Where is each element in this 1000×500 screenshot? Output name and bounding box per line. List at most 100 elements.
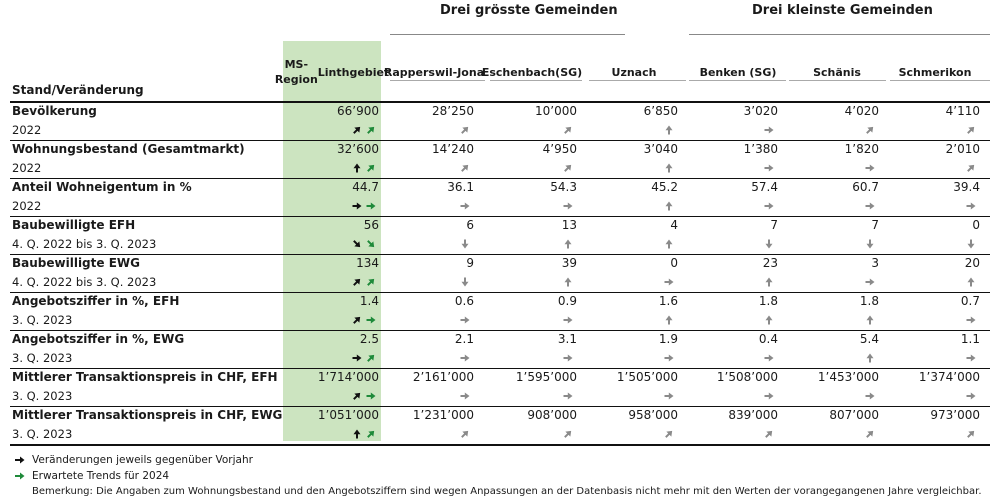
cell-arrow bbox=[965, 276, 977, 290]
cell-value: 908’000 bbox=[527, 408, 577, 422]
change-arrow-icon bbox=[866, 353, 874, 363]
row-rule bbox=[10, 368, 990, 369]
cell-value: 1’595’000 bbox=[515, 370, 577, 384]
region-trend-arrows bbox=[351, 428, 377, 442]
change-arrow-icon bbox=[967, 430, 975, 438]
change-arrow-icon bbox=[665, 201, 673, 211]
cell-arrow bbox=[965, 200, 977, 214]
row-period: 3. Q. 2023 bbox=[12, 313, 73, 327]
cell-value: 57.4 bbox=[751, 180, 778, 194]
cell-value: 973’000 bbox=[930, 408, 980, 422]
cell-arrow bbox=[763, 162, 775, 176]
column-header-line2: Linthgebiet bbox=[317, 65, 390, 79]
cell-value: 958’000 bbox=[628, 408, 678, 422]
cell-arrow bbox=[459, 238, 471, 252]
cell-arrow bbox=[763, 428, 775, 442]
row-period: 4. Q. 2022 bis 3. Q. 2023 bbox=[12, 275, 157, 289]
header-separator bbox=[589, 80, 686, 81]
row-title: Anteil Wohneigentum in % bbox=[12, 180, 192, 194]
header-separator bbox=[890, 80, 990, 81]
cell-value: 1.8 bbox=[859, 294, 879, 308]
cell-value: 3.1 bbox=[557, 332, 577, 346]
change-arrow-icon bbox=[765, 430, 773, 438]
change-arrow-icon bbox=[564, 239, 572, 249]
cell-value: 807’000 bbox=[829, 408, 879, 422]
change-arrow-icon bbox=[865, 392, 875, 400]
cell-arrow bbox=[562, 124, 574, 138]
header-separator bbox=[390, 80, 485, 81]
group-title-largest: Drei grösste Gemeinden bbox=[440, 3, 618, 18]
cell-value: 2.1 bbox=[454, 332, 474, 346]
cell-arrow bbox=[864, 314, 876, 328]
change-arrow-icon bbox=[765, 315, 773, 325]
cell-arrow bbox=[562, 428, 574, 442]
column-header: Eschenbach (SG) bbox=[482, 44, 582, 100]
change-arrow-icon bbox=[564, 164, 572, 172]
arrow-right-green-icon bbox=[15, 472, 25, 480]
cell-value: 2.5 bbox=[359, 332, 379, 346]
cell-value: 1.1 bbox=[960, 332, 980, 346]
cell-value: 32’600 bbox=[337, 142, 379, 156]
cell-arrow bbox=[562, 390, 574, 404]
cell-arrow bbox=[864, 276, 876, 290]
cell-arrow bbox=[562, 200, 574, 214]
cell-value: 66’900 bbox=[337, 104, 379, 118]
row-rule bbox=[10, 330, 990, 331]
trend-arrow-icon bbox=[366, 202, 376, 210]
column-header: Rapperswil- Jona bbox=[384, 44, 484, 100]
row-title: Angebotsziffer in %, EWG bbox=[12, 332, 185, 346]
cell-arrow bbox=[663, 162, 675, 176]
cell-value: 5.4 bbox=[859, 332, 879, 346]
cell-value: 20 bbox=[964, 256, 980, 270]
change-arrow-icon bbox=[664, 278, 674, 286]
cell-value: 6 bbox=[466, 218, 474, 232]
change-arrow-icon bbox=[563, 354, 573, 362]
change-arrow-icon bbox=[564, 277, 572, 287]
legend-green-text: Erwartete Trends für 2024 bbox=[32, 470, 170, 482]
group-line-largest bbox=[390, 34, 625, 35]
cell-value: 0.6 bbox=[454, 294, 474, 308]
cell-arrow bbox=[763, 390, 775, 404]
cell-arrow bbox=[965, 428, 977, 442]
change-arrow-icon bbox=[765, 277, 773, 287]
region-trend-arrows bbox=[351, 276, 377, 290]
cell-arrow bbox=[864, 162, 876, 176]
cell-value: 56 bbox=[363, 218, 379, 232]
cell-arrow bbox=[459, 276, 471, 290]
cell-value: 839’000 bbox=[728, 408, 778, 422]
cell-value: 4 bbox=[670, 218, 678, 232]
cell-arrow bbox=[663, 352, 675, 366]
column-header-line1: Uznach bbox=[611, 65, 657, 79]
change-arrow-icon bbox=[967, 239, 975, 249]
cell-arrow bbox=[663, 314, 675, 328]
change-arrow-icon bbox=[353, 240, 361, 248]
cell-value: 0.7 bbox=[960, 294, 980, 308]
cell-value: 4’110 bbox=[945, 104, 980, 118]
cell-value: 1’051’000 bbox=[317, 408, 379, 422]
cell-arrow bbox=[763, 352, 775, 366]
cell-arrow bbox=[864, 124, 876, 138]
header-separator bbox=[490, 80, 582, 81]
remark-note: Bemerkung: Die Angaben zum Wohnungsbesta… bbox=[32, 486, 982, 497]
header-separator bbox=[689, 80, 786, 81]
region-trend-arrows bbox=[351, 352, 377, 366]
cell-arrow bbox=[763, 200, 775, 214]
row-period: 2022 bbox=[12, 161, 42, 175]
cell-arrow bbox=[459, 162, 471, 176]
row-rule bbox=[10, 216, 990, 217]
column-header-line1: Schmerikon bbox=[898, 65, 972, 79]
change-arrow-icon bbox=[866, 239, 874, 249]
row-rule bbox=[10, 444, 990, 446]
change-arrow-icon bbox=[865, 278, 875, 286]
cell-arrow bbox=[459, 352, 471, 366]
cell-value: 1.9 bbox=[658, 332, 678, 346]
column-header: Schänis bbox=[791, 44, 883, 100]
change-arrow-icon bbox=[460, 316, 470, 324]
cell-value: 36.1 bbox=[447, 180, 474, 194]
change-arrow-icon bbox=[664, 354, 674, 362]
row-period: 2022 bbox=[12, 123, 42, 137]
change-arrow-icon bbox=[461, 239, 469, 249]
change-arrow-icon bbox=[353, 163, 361, 173]
column-header-line2: Jona bbox=[457, 65, 485, 79]
cell-arrow bbox=[864, 428, 876, 442]
